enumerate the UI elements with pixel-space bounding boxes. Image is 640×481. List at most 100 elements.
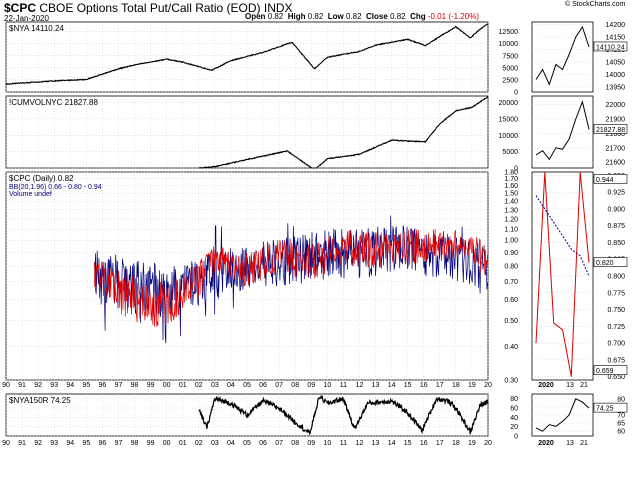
- x-axis-year-label: 01: [179, 382, 187, 389]
- y-tick-label: 0: [514, 166, 518, 173]
- inset-series-line: [535, 398, 590, 432]
- x-axis-year-label: 13: [372, 382, 380, 389]
- y-tick-label: 1.50: [504, 191, 518, 198]
- ohlc-readout: Open 0.82 High 0.82 Low 0.82 Close 0.82 …: [245, 12, 479, 21]
- x-axis-year-label: 08: [291, 382, 299, 389]
- x-axis-year-label: 07: [275, 440, 283, 447]
- symbol-label: $CPC: [4, 1, 37, 15]
- close-label: Close: [366, 12, 388, 21]
- x-axis-year-label: 19: [468, 382, 476, 389]
- y-tick-label: 40: [510, 415, 518, 422]
- inset-tick-label: 60: [617, 429, 625, 436]
- close-value: 0.82: [390, 12, 406, 21]
- y-tick-label: 1.00: [504, 238, 518, 245]
- last-value-box: [593, 365, 628, 375]
- x-axis-year-label: 10: [323, 440, 331, 447]
- last-value-label: 14110.24: [596, 44, 625, 51]
- inset-tick-label: 21700: [606, 145, 626, 152]
- inset-x-label: 2020: [538, 440, 554, 447]
- x-axis-year-label: 17: [436, 382, 444, 389]
- inset-series-line: [535, 100, 590, 161]
- inset-tick-label: 0.800: [607, 274, 625, 281]
- x-axis-year-label: 18: [452, 440, 460, 447]
- brand-watermark: © StockCharts.com: [565, 1, 626, 8]
- x-axis-year-label: 10: [323, 382, 331, 389]
- y-tick-label: 5000: [502, 65, 518, 72]
- inset-tick-label: 0.850: [607, 240, 625, 247]
- x-axis-year-label: 90: [2, 440, 10, 447]
- x-axis-year-label: 16: [420, 440, 428, 447]
- x-axis-year-label: 11: [340, 440, 347, 447]
- panel-legend: !CUMVOLNYC 21827.88: [9, 98, 98, 107]
- y-tick-label: 1.60: [504, 183, 518, 190]
- chg-label: Chg: [410, 12, 426, 21]
- chg-value: -0.01 (-1.20%): [427, 12, 480, 21]
- x-axis-year-label: 14: [388, 440, 396, 447]
- x-axis-year-label: 94: [66, 382, 74, 389]
- x-axis-year-label: 04: [227, 440, 235, 447]
- x-axis-year-label: 92: [34, 440, 42, 447]
- x-axis-year-label: 92: [34, 382, 42, 389]
- y-tick-label: 1.30: [504, 207, 518, 214]
- y-tick-label: 0: [514, 434, 518, 441]
- cpc-ratio-series: [94, 229, 488, 327]
- x-axis-year-label: 14: [388, 382, 396, 389]
- x-axis-year-label: 00: [163, 382, 171, 389]
- bb-legend: BB(20,1.96) 0.66 - 0.80 - 0.94: [9, 184, 102, 191]
- panel-legend: $NYA150R 74.25: [9, 396, 71, 405]
- x-axis-year-label: 02: [195, 382, 203, 389]
- last-value-label: 74.25: [596, 406, 614, 413]
- y-tick-label: 2500: [502, 77, 518, 84]
- x-axis-year-label: 11: [340, 382, 347, 389]
- inset-x-label: 21: [580, 440, 588, 447]
- x-axis-year-label: 06: [259, 382, 267, 389]
- x-axis-year-label: 05: [243, 382, 251, 389]
- x-axis-year-label: 95: [82, 382, 90, 389]
- x-axis-year-label: 97: [115, 382, 123, 389]
- y-tick-label: 0.80: [504, 264, 518, 271]
- x-axis-year-label: 99: [147, 382, 155, 389]
- x-axis-year-label: 12: [356, 382, 364, 389]
- x-axis-year-label: 17: [436, 440, 444, 447]
- last-value-box: [593, 174, 628, 184]
- y-tick-label: 5000: [502, 149, 518, 156]
- inset-tick-label: 0.900: [607, 206, 625, 213]
- inset-tick-label: 14200: [606, 22, 626, 29]
- inset-tick-label: 80: [617, 396, 625, 403]
- inset-tick-label: 65: [617, 421, 625, 428]
- inset-tick-label: 0.725: [607, 324, 625, 331]
- y-tick-label: 0.70: [504, 279, 518, 286]
- inset-tick-label: 0.925: [607, 190, 625, 197]
- y-tick-label: 10000: [499, 133, 519, 140]
- inset-panel-frame: [531, 21, 594, 93]
- last-value-box: [593, 402, 628, 413]
- inset-tick-label: 21800: [606, 131, 626, 138]
- inset-x-label: 13: [566, 440, 574, 447]
- last-value-label: 0.944: [596, 177, 614, 184]
- y-tick-label: 1.80: [504, 170, 518, 177]
- y-tick-label: 0.50: [504, 318, 518, 325]
- inset-tick-label: 70: [617, 413, 625, 420]
- last-value-box: [593, 124, 628, 134]
- x-axis-year-label: 94: [66, 440, 74, 447]
- y-tick-label: 12500: [499, 29, 519, 36]
- x-axis-year-label: 02: [195, 440, 203, 447]
- inset-bb-mid-line: [535, 195, 590, 277]
- y-tick-label: 0.60: [504, 297, 518, 304]
- price-series-line: [198, 95, 489, 169]
- last-value-label: 21827.88: [596, 127, 625, 134]
- y-tick-label: 20000: [499, 100, 519, 107]
- y-tick-label: 10000: [499, 41, 519, 48]
- volume-legend: Volume undef: [9, 191, 52, 198]
- y-tick-label: 1.20: [504, 217, 518, 224]
- inset-series-line: [535, 25, 590, 86]
- open-label: Open: [245, 12, 266, 21]
- x-axis-year-label: 04: [227, 382, 235, 389]
- x-axis-year-label: 91: [18, 440, 26, 447]
- x-axis-year-label: 03: [211, 440, 219, 447]
- x-axis-year-label: 16: [420, 382, 428, 389]
- x-axis-year-label: 96: [99, 440, 107, 447]
- x-axis-year-label: 15: [404, 382, 412, 389]
- x-axis-year-label: 98: [131, 382, 139, 389]
